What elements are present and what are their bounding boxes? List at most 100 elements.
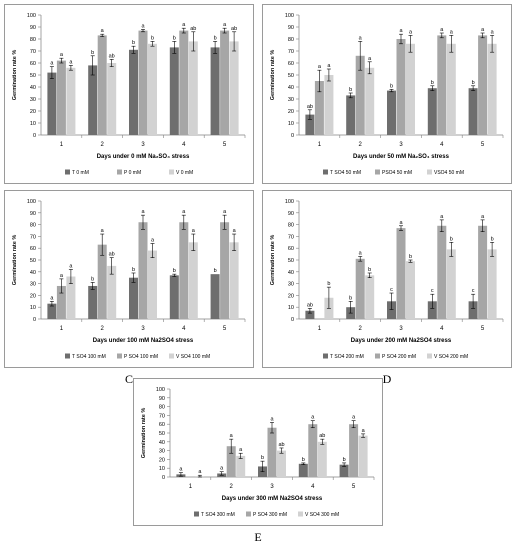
y-tick-label: 20 (30, 109, 36, 115)
bar-v (107, 265, 117, 319)
bar-t (169, 275, 179, 319)
y-tick-label: 100 (285, 199, 294, 205)
significance-letter: c (472, 288, 475, 294)
x-tick-label: 4 (182, 326, 186, 332)
significance-letter: b (368, 267, 371, 273)
legend-label: PSO4 50 mM (382, 170, 412, 176)
x-tick-label: 2 (359, 142, 363, 148)
legend-label: P SO4 100 mM (124, 354, 158, 360)
significance-letter: a (352, 415, 356, 421)
bar-v (148, 43, 157, 135)
significance-letter: a (151, 237, 155, 243)
legend-swatch-v (298, 511, 303, 517)
significance-letter: a (182, 209, 186, 215)
x-tick-label: 4 (182, 142, 186, 148)
significance-letter: ab (190, 26, 196, 32)
legend-swatch-t (323, 169, 328, 175)
significance-letter: a (450, 29, 454, 35)
bar-p (179, 30, 189, 136)
significance-letter: a (60, 273, 64, 279)
bar-v (487, 249, 497, 319)
bar-p (396, 228, 406, 319)
y-tick-label: 50 (159, 431, 165, 437)
x-tick-label: 1 (189, 484, 193, 490)
significance-letter: b (409, 254, 412, 260)
bar-p (56, 285, 66, 319)
x-tick-label: 1 (60, 326, 64, 332)
chart-d: 0 10 20 30 40 50 60 70 80 90 100 Germination rate %… (270, 199, 504, 360)
y-tick-label: 70 (288, 234, 294, 240)
bar-t (88, 65, 98, 135)
panel-c-letter: C (124, 372, 133, 386)
legend-swatch-v (427, 353, 432, 359)
bar-v (446, 249, 456, 319)
legend-label: P SO4 300 mM (253, 512, 287, 518)
significance-letter: a (368, 56, 372, 62)
bar-p (220, 222, 230, 319)
y-tick-label: 80 (30, 37, 36, 43)
significance-letter: a (481, 27, 485, 33)
x-axis-title: Days under 300 mM Na2SO4 stress (222, 496, 323, 502)
y-axis-title: Germination rate % (12, 235, 18, 286)
bar-v (107, 63, 117, 135)
bar-v (317, 441, 327, 477)
y-tick-label: 0 (33, 133, 36, 139)
legend-swatch-p (375, 169, 380, 175)
significance-letter: ab (278, 442, 284, 448)
significance-letter: a (101, 228, 105, 234)
y-tick-label: 20 (159, 457, 165, 463)
bar-t (468, 301, 478, 319)
y-tick-label: 0 (291, 317, 294, 323)
y-tick-label: 10 (288, 121, 294, 127)
bar-t (387, 90, 396, 135)
y-tick-label: 10 (30, 121, 36, 127)
bar-p (478, 35, 488, 135)
legend-swatch-v (169, 169, 174, 175)
significance-letter: b (173, 268, 176, 274)
significance-letter: a (311, 415, 315, 421)
bar-p (56, 60, 66, 135)
y-tick-label: 40 (288, 85, 294, 91)
legend-swatch-p (375, 353, 380, 359)
significance-letter: a (223, 22, 227, 28)
bar-v (188, 41, 198, 135)
legend-label: V SO4 100 mM (176, 354, 210, 360)
bar-v (236, 455, 246, 477)
y-tick-label: 60 (159, 422, 165, 428)
bar-v (66, 276, 76, 319)
legend-label: V SO4 200 mM (434, 354, 468, 360)
y-tick-label: 90 (288, 25, 294, 31)
panel-e-frame: 0 10 20 30 40 50 60 70 80 90 100 Germination rate %… (133, 378, 383, 526)
significance-letter: b (214, 268, 217, 274)
bar-v (229, 41, 239, 135)
panel-d-letter: D (382, 372, 392, 386)
significance-letter: a (60, 52, 64, 58)
bar-p (97, 244, 107, 319)
x-tick-label: 5 (223, 326, 227, 332)
significance-letter: a (192, 228, 196, 234)
bar-t (339, 464, 349, 477)
x-tick-label: 3 (141, 142, 145, 148)
significance-letter: a (327, 63, 331, 69)
y-tick-label: 90 (30, 25, 36, 31)
y-tick-label: 70 (30, 234, 36, 240)
significance-letter: a (50, 61, 54, 67)
bar-p (308, 424, 318, 477)
x-axis-title: Days under 50 mM Na₂SO₄ stress (353, 154, 450, 160)
significance-letter: a (69, 263, 73, 269)
significance-letter: a (182, 22, 186, 28)
y-axis-title: Germination rate % (270, 50, 276, 101)
significance-letter: c (390, 287, 393, 293)
legend-swatch-v (169, 353, 174, 359)
significance-letter: b (91, 276, 94, 282)
legend-swatch-p (117, 169, 122, 175)
bar-p (179, 222, 189, 319)
bar-t (468, 88, 478, 135)
y-tick-label: 60 (30, 246, 36, 252)
panel-d-frame: 0 10 20 30 40 50 60 70 80 90 100 Germination rate %… (262, 190, 512, 368)
bar-t (346, 95, 356, 135)
significance-letter: ab (109, 252, 115, 258)
significance-letter: c (431, 288, 434, 294)
y-tick-label: 100 (156, 387, 165, 393)
significance-letter: b (132, 40, 135, 46)
